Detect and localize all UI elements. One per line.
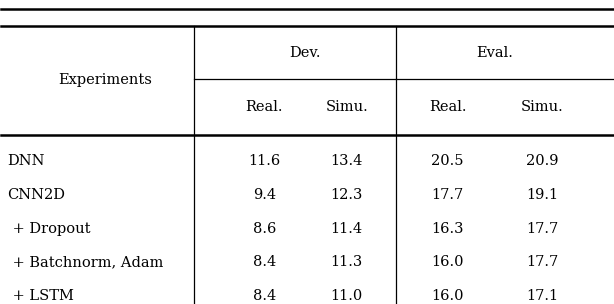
Text: 8.4: 8.4 (252, 255, 276, 269)
Text: 16.0: 16.0 (431, 289, 464, 303)
Text: 12.3: 12.3 (330, 188, 363, 202)
Text: CNN2D: CNN2D (7, 188, 66, 202)
Text: 11.0: 11.0 (330, 289, 363, 303)
Text: 20.9: 20.9 (526, 154, 559, 168)
Text: 9.4: 9.4 (252, 188, 276, 202)
Text: Simu.: Simu. (521, 100, 564, 114)
Text: Simu.: Simu. (325, 100, 368, 114)
Text: 17.7: 17.7 (526, 222, 559, 236)
Text: 17.7: 17.7 (432, 188, 464, 202)
Text: Experiments: Experiments (58, 73, 152, 87)
Text: 8.6: 8.6 (252, 222, 276, 236)
Text: Real.: Real. (429, 100, 466, 114)
Text: 17.7: 17.7 (526, 255, 559, 269)
Text: + Batchnorm, Adam: + Batchnorm, Adam (7, 255, 163, 269)
Text: DNN: DNN (7, 154, 45, 168)
Text: Real.: Real. (246, 100, 283, 114)
Text: 17.1: 17.1 (526, 289, 558, 303)
Text: 16.3: 16.3 (431, 222, 464, 236)
Text: 11.3: 11.3 (330, 255, 363, 269)
Text: 20.5: 20.5 (431, 154, 464, 168)
Text: + Dropout: + Dropout (7, 222, 90, 236)
Text: 11.4: 11.4 (331, 222, 363, 236)
Text: Dev.: Dev. (290, 46, 321, 60)
Text: + LSTM: + LSTM (7, 289, 74, 303)
Text: 11.6: 11.6 (248, 154, 281, 168)
Text: 13.4: 13.4 (330, 154, 363, 168)
Text: Eval.: Eval. (476, 46, 513, 60)
Text: 19.1: 19.1 (526, 188, 558, 202)
Text: 16.0: 16.0 (431, 255, 464, 269)
Text: 8.4: 8.4 (252, 289, 276, 303)
